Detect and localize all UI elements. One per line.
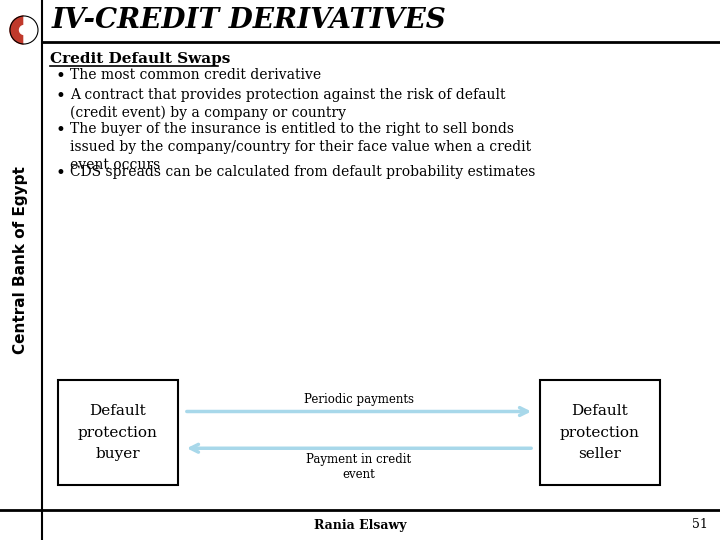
Wedge shape bbox=[24, 16, 38, 44]
Text: Default
protection
buyer: Default protection buyer bbox=[78, 404, 158, 461]
Circle shape bbox=[10, 16, 38, 44]
Text: The most common credit derivative: The most common credit derivative bbox=[70, 68, 321, 82]
Text: A contract that provides protection against the risk of default
(credit event) b: A contract that provides protection agai… bbox=[70, 88, 505, 120]
Text: IV-CREDIT DERIVATIVES: IV-CREDIT DERIVATIVES bbox=[52, 6, 446, 33]
Text: Credit Default Swaps: Credit Default Swaps bbox=[50, 52, 230, 66]
Text: CDS spreads can be calculated from default probability estimates: CDS spreads can be calculated from defau… bbox=[70, 165, 536, 179]
Text: •: • bbox=[55, 122, 65, 139]
Text: •: • bbox=[55, 68, 65, 85]
Text: Default
protection
seller: Default protection seller bbox=[560, 404, 640, 461]
Text: Periodic payments: Periodic payments bbox=[304, 393, 414, 406]
Circle shape bbox=[19, 25, 29, 35]
Text: •: • bbox=[55, 88, 65, 105]
Text: The buyer of the insurance is entitled to the right to sell bonds
issued by the : The buyer of the insurance is entitled t… bbox=[70, 122, 531, 172]
Text: 51: 51 bbox=[692, 518, 708, 531]
Wedge shape bbox=[10, 16, 24, 44]
Text: •: • bbox=[55, 165, 65, 182]
Text: Payment in credit
event: Payment in credit event bbox=[307, 453, 412, 481]
Bar bbox=[540, 380, 660, 485]
Text: Central Bank of Egypt: Central Bank of Egypt bbox=[14, 166, 29, 354]
Bar bbox=[58, 380, 178, 485]
Text: Rania Elsawy: Rania Elsawy bbox=[314, 518, 406, 531]
